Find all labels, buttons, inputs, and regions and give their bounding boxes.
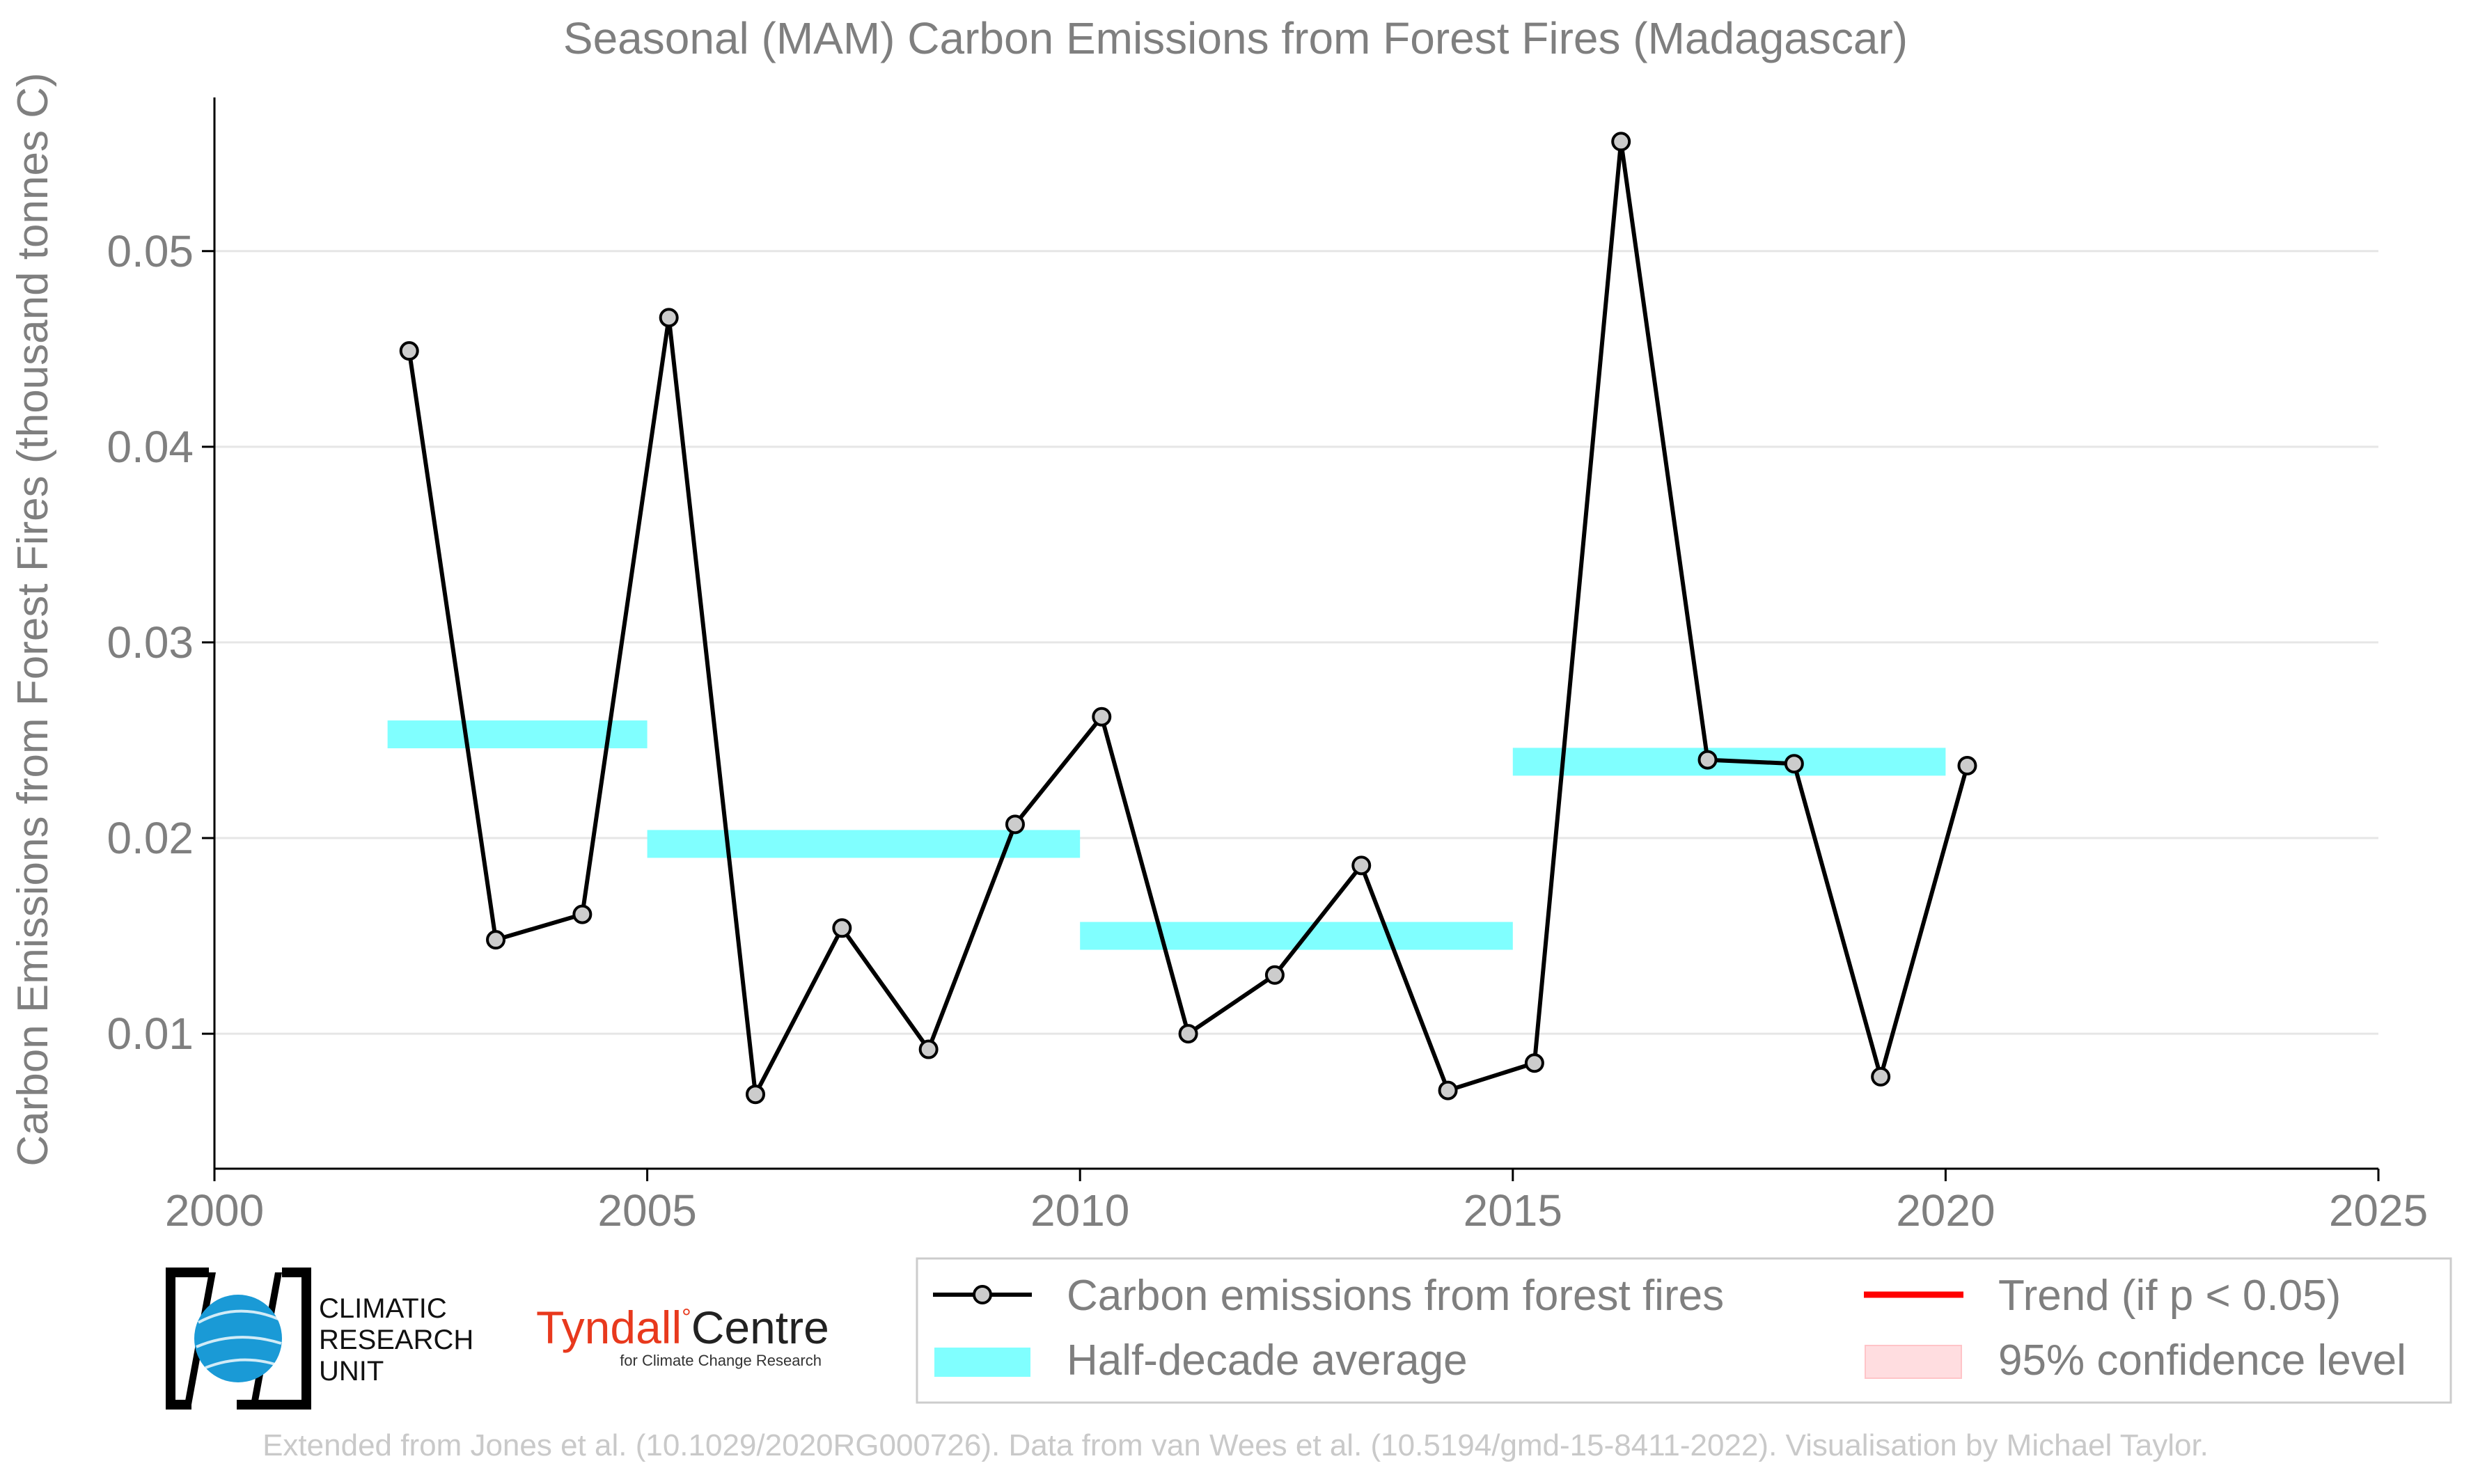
data-point [918,1039,939,1059]
half-decade-bar [647,830,1081,858]
tyndall-logo-text: Tyndall°Centre [536,1302,829,1353]
data-point [486,930,506,950]
legend-box [916,1257,2452,1404]
data-point [1092,707,1112,727]
y-tick-label: 0.05 [107,226,194,276]
cru-globe-lines [196,1309,282,1369]
data-point [1178,1024,1198,1044]
x-tick-label: 2015 [1464,1185,1562,1236]
grid-lines [214,250,2378,1035]
tyndall-logo-subtitle: for Climate Change Research [620,1352,822,1369]
y-tick-label: 0.03 [107,617,194,668]
half-decade-bar [387,720,648,749]
legend-confidence-swatch [1865,1345,1962,1379]
legend-marker-swatch [973,1285,992,1304]
data-point [1784,754,1804,774]
data-point [1611,132,1631,152]
tyndall-logo: Tyndall°Centre for Climate Change Resear… [536,1302,829,1369]
series-line-layer [399,132,1977,1105]
y-tick-label: 0.01 [107,1009,194,1059]
data-point [1524,1053,1544,1073]
cru-logo: CLIMATIC RESEARCH UNIT [166,1268,473,1410]
x-tick-label: 2020 [1896,1185,1995,1236]
x-tick-label: 2005 [597,1185,696,1236]
data-point [1871,1066,1891,1087]
chart-title: Seasonal (MAM) Carbon Emissions from For… [563,13,1908,63]
data-point [1005,814,1025,835]
cru-logo-text-3: UNIT [319,1356,384,1387]
data-point [1264,965,1285,985]
legend: Carbon emissions from forest fires Half-… [916,1257,2452,1404]
data-point [746,1084,765,1105]
data-point [659,308,679,328]
legend-label-emissions: Carbon emissions from forest fires [1067,1272,1724,1320]
cru-logo-text-2: RESEARCH [319,1325,473,1355]
credit-line: Extended from Jones et al. (10.1029/2020… [262,1428,2209,1462]
legend-label-confidence: 95% confidence level [1998,1336,2406,1384]
series-line [407,139,1970,1097]
x-tick-label: 2000 [165,1185,264,1236]
y-tick-label: 0.04 [107,422,194,472]
legend-band-swatch [934,1348,1030,1377]
data-point [1351,855,1372,876]
cru-logo-bracket-left [166,1268,209,1410]
y-tick-label: 0.02 [107,813,194,863]
x-tick-label: 2010 [1030,1185,1129,1236]
axes: 0.01 0.02 0.03 0.04 0.05 2000 2005 2010 2015 2020… [107,97,2428,1236]
legend-label-trend: Trend (if p < 0.05) [1998,1272,2341,1320]
y-axis-title: Carbon Emissions from Forest Fires (thou… [9,72,57,1166]
cru-logo-text-1: CLIMATIC [319,1293,447,1324]
data-point [1957,756,1977,776]
data-point [1697,750,1718,770]
data-point [572,904,593,924]
data-point [399,341,419,361]
cru-logo-bracket-right [237,1268,311,1410]
data-point [1438,1080,1458,1100]
x-tick-label: 2025 [2329,1185,2428,1236]
legend-label-half-decade: Half-decade average [1067,1336,1468,1384]
data-point [832,918,852,938]
